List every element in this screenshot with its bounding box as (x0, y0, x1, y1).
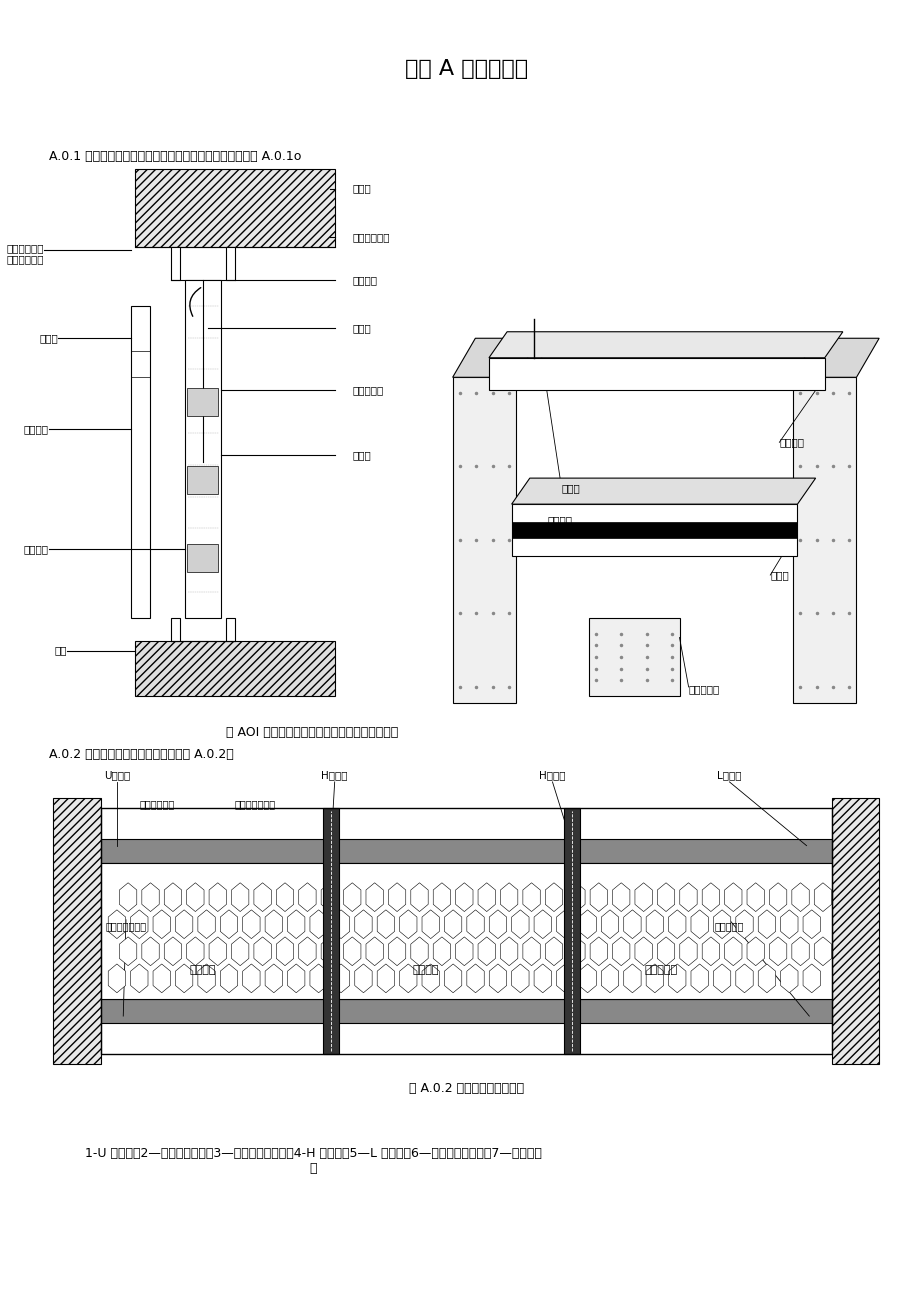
Text: 花篮螺栓: 花篮螺栓 (353, 275, 378, 285)
Bar (100, 839, 831, 863)
Text: 石膏龙骨: 石膏龙骨 (548, 515, 573, 526)
Polygon shape (452, 338, 539, 377)
Polygon shape (511, 479, 815, 505)
Bar (225, 618, 234, 641)
Text: 粘结剂: 粘结剂 (769, 570, 789, 580)
Bar (171, 247, 180, 280)
Text: H型龙骨: H型龙骨 (321, 770, 347, 781)
Polygon shape (792, 338, 879, 377)
Bar (171, 618, 180, 641)
Text: 最后一块板: 最后一块板 (644, 965, 677, 976)
Text: 石膏粘接块: 石膏粘接块 (687, 684, 719, 695)
Bar (135, 641, 335, 696)
Text: 石膏龙骨: 石膏龙骨 (24, 544, 49, 554)
Bar (100, 863, 831, 999)
Text: 嵌缝带: 嵌缝带 (40, 333, 58, 343)
Text: 粘结剂: 粘结剂 (353, 450, 371, 461)
Text: 石膏面板: 石膏面板 (24, 424, 49, 435)
Text: 钢丝绳: 钢丝绳 (353, 323, 371, 333)
Bar (452, 377, 516, 703)
Text: L型龙骨: L型龙骨 (717, 770, 741, 781)
Bar (187, 466, 218, 494)
Text: 图 AOI 玻璃纤维增强石膏面板复合龙骨骨架隔墙: 图 AOI 玻璃纤维增强石膏面板复合龙骨骨架隔墙 (226, 726, 398, 739)
Bar (100, 808, 831, 1054)
Bar (831, 798, 879, 1064)
Bar (511, 505, 797, 557)
Text: 石膏面板: 石膏面板 (778, 437, 803, 448)
Text: 附录 A 节点示意图: 附录 A 节点示意图 (404, 59, 528, 78)
Text: 石膏粘接块: 石膏粘接块 (353, 385, 383, 396)
Bar (563, 808, 580, 1054)
Text: 带钩膨胀螺栓: 带钩膨胀螺栓 (353, 232, 390, 242)
Text: 第一块板: 第一块板 (189, 965, 216, 976)
Bar (187, 544, 218, 572)
Text: A.0.2 蜂窝夹芯复合板隔墙示意图见图 A.0.2。: A.0.2 蜂窝夹芯复合板隔墙示意图见图 A.0.2。 (49, 748, 233, 761)
Text: 玻纤网格布与
石膏胶泥封堵: 玻纤网格布与 石膏胶泥封堵 (6, 243, 44, 264)
Bar (511, 523, 797, 539)
Text: A.0.1 玻璃纤维增强石膏面板复合龙骨骨架隔墙示意图见图 A.0.1o: A.0.1 玻璃纤维增强石膏面板复合龙骨骨架隔墙示意图见图 A.0.1o (49, 150, 301, 163)
Text: 钢螺钉固定: 钢螺钉固定 (714, 921, 743, 932)
Text: 图 A.0.2 蜂窝夹芯复合板隔墙: 图 A.0.2 蜂窝夹芯复合板隔墙 (408, 1082, 523, 1095)
Text: 1-U 型龙骨；2—膨胀螺栓固定；3—蜂窝夹芯复合板；4-H 型龙骨；5—L 型龙骨；6—嵌缝带板缝处理；7—钢螺钉固
定: 1-U 型龙骨；2—膨胀螺栓固定；3—蜂窝夹芯复合板；4-H 型龙骨；5—L 型… (85, 1147, 541, 1176)
Bar (588, 618, 679, 696)
Bar (100, 999, 831, 1023)
Text: 蜂窝夹芯复合板: 蜂窝夹芯复合板 (234, 799, 276, 809)
Bar (323, 808, 339, 1054)
Text: 嵌缝带板缝处理: 嵌缝带板缝处理 (106, 921, 146, 932)
Polygon shape (488, 332, 842, 358)
Bar (187, 388, 218, 416)
Text: U型龙骨: U型龙骨 (104, 770, 130, 781)
Text: 钢丝绳: 钢丝绳 (561, 483, 580, 493)
Bar (185, 280, 221, 618)
Text: 第二块板: 第二块板 (412, 965, 438, 976)
Text: 膨胀螺栓固定: 膨胀螺栓固定 (140, 799, 175, 809)
Text: 基座: 基座 (54, 645, 67, 656)
Text: H型龙骨: H型龙骨 (539, 770, 565, 781)
Bar (792, 377, 856, 703)
Bar (225, 247, 234, 280)
Bar (135, 169, 335, 247)
Bar (488, 358, 823, 390)
Text: 结构层: 结构层 (353, 183, 371, 194)
Bar (53, 798, 100, 1064)
Bar (130, 306, 151, 618)
